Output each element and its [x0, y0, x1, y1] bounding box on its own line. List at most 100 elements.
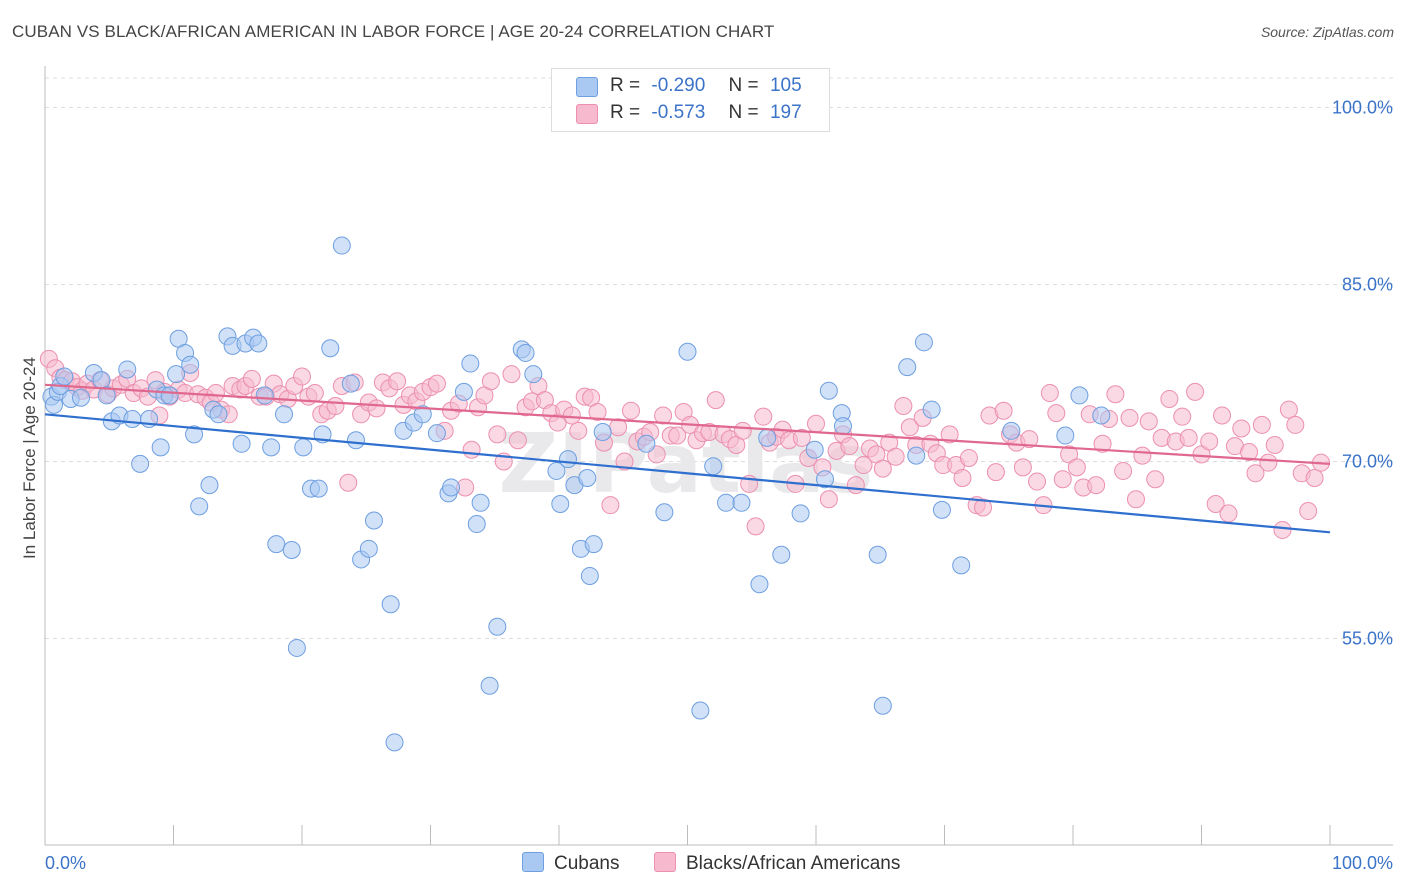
cubans-point	[833, 417, 852, 436]
blacks-point	[1173, 407, 1192, 426]
cubans-point	[346, 431, 365, 450]
cubans-point	[732, 493, 751, 512]
blacks-point	[339, 473, 358, 492]
cubans-point	[1070, 386, 1089, 405]
cubans-point	[584, 535, 603, 554]
bottom-legend-blacks: Blacks/African Americans	[654, 852, 900, 875]
cubans-point	[249, 334, 268, 353]
blacks-point	[1252, 415, 1271, 434]
blacks-point	[481, 372, 500, 391]
blacks-point	[840, 437, 859, 456]
blacks-point	[1200, 432, 1219, 451]
cubans-point	[516, 343, 535, 362]
blacks-point	[427, 374, 446, 393]
cubans-swatch	[576, 77, 598, 97]
blacks-point	[621, 401, 640, 420]
blacks-point	[1087, 476, 1106, 495]
blacks-point	[488, 425, 507, 444]
cubans-point	[1092, 406, 1111, 425]
blacks-point	[1106, 385, 1125, 404]
blacks-point	[994, 401, 1013, 420]
cubans-point	[71, 388, 90, 407]
blacks-point	[1093, 434, 1112, 453]
y-tick-label: 55.0%	[1342, 629, 1393, 649]
y-tick-label: 85.0%	[1342, 275, 1393, 295]
cubans-point	[547, 461, 566, 480]
blacks-point	[807, 414, 825, 433]
blacks-point	[1013, 458, 1032, 477]
legend-n-label: N =	[728, 75, 759, 96]
cubans-point	[898, 358, 917, 377]
cubans-point	[385, 733, 404, 752]
cubans-point	[578, 469, 597, 488]
cubans-point	[791, 504, 810, 523]
chart-title: CUBAN VS BLACK/AFRICAN AMERICAN IN LABOR…	[12, 22, 775, 41]
cubans-point	[364, 511, 383, 530]
blacks-point	[1305, 469, 1324, 488]
y-tick-label: 70.0%	[1342, 452, 1393, 472]
blacks-point	[1240, 443, 1259, 462]
blacks-point	[886, 447, 905, 466]
cubans-point	[922, 400, 941, 419]
blacks-point	[819, 490, 838, 509]
cubans-point	[551, 494, 570, 513]
cubans-point	[341, 374, 360, 393]
cubans-point	[232, 434, 251, 453]
blacks-point	[1206, 494, 1225, 513]
cubans-point	[932, 500, 951, 519]
blacks-point	[462, 440, 481, 459]
cubans-point	[413, 405, 432, 424]
blacks-swatch	[576, 104, 598, 124]
cubans-point	[637, 434, 656, 453]
blacks-point	[1067, 458, 1086, 477]
cubans-point	[282, 541, 301, 559]
gridlines	[45, 77, 1393, 639]
cubans-point	[359, 539, 378, 558]
blacks-point	[1186, 382, 1205, 401]
blacks-point	[305, 384, 324, 403]
cubans-point	[209, 405, 228, 424]
blacks-point	[754, 407, 773, 426]
blacks-point	[1213, 406, 1232, 425]
blacks-point	[854, 456, 873, 475]
blacks-point	[792, 428, 811, 447]
blacks-point	[953, 469, 972, 488]
blacks-point	[569, 421, 588, 440]
cubans-point	[758, 428, 777, 447]
blacks-point	[1047, 404, 1066, 423]
blacks-point	[900, 418, 919, 437]
cubans-point	[461, 354, 480, 373]
correlation-legend: R = -0.290 N = 105 R = -0.573 N = 197	[551, 68, 830, 132]
cubans-point	[160, 386, 179, 405]
cubans-point	[190, 497, 209, 516]
cubans-point	[717, 493, 736, 512]
axes	[44, 66, 1393, 846]
blacks-point	[562, 406, 581, 425]
cubans-point	[255, 386, 274, 405]
cubans-point	[262, 438, 281, 457]
cubans-legend-label: Cubans	[554, 853, 620, 874]
cubans-point	[118, 360, 137, 379]
cubans-point	[750, 575, 769, 594]
blacks-point	[894, 397, 913, 416]
blacks-point	[706, 391, 725, 410]
blacks-legend-label: Blacks/African Americans	[686, 853, 901, 874]
cubans-point	[454, 382, 473, 401]
cubans-point	[815, 470, 834, 489]
cubans-point	[200, 476, 219, 495]
cubans-points	[42, 236, 1111, 752]
blacks-point	[846, 476, 865, 495]
cubans-point	[309, 479, 328, 498]
cubans-point	[167, 365, 186, 384]
cubans-point	[123, 410, 142, 429]
blacks-point	[654, 406, 673, 425]
y-axis-label: In Labor Force | Age 20-24	[20, 357, 39, 559]
blacks-point	[206, 384, 225, 403]
blacks-point	[1160, 389, 1179, 408]
cubans-point	[181, 355, 200, 374]
cubans-point	[332, 236, 351, 255]
cubans-point	[1002, 421, 1021, 440]
bottom-legend-cubans: Cubans	[522, 852, 620, 875]
blacks-point	[1246, 464, 1265, 483]
cubans-point	[287, 638, 306, 657]
